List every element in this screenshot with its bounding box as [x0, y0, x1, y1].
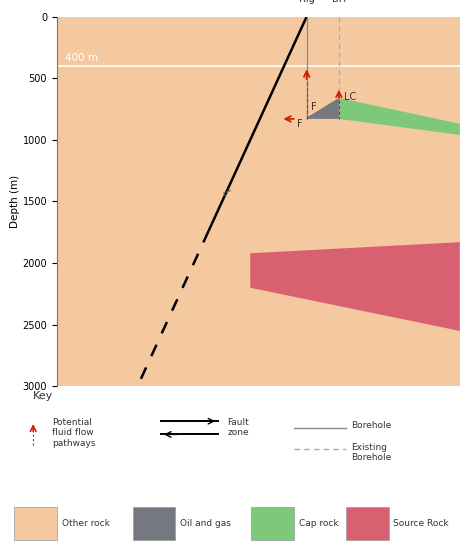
Bar: [251, 507, 294, 540]
Polygon shape: [339, 98, 460, 135]
Text: Other rock: Other rock: [62, 519, 109, 528]
Text: F: F: [311, 102, 316, 112]
Text: Source Rock: Source Rock: [393, 519, 449, 528]
Polygon shape: [307, 98, 339, 119]
Text: BH: BH: [332, 0, 346, 4]
Y-axis label: Depth (m): Depth (m): [9, 175, 19, 228]
Text: LC: LC: [344, 92, 356, 102]
Text: Rig: Rig: [299, 0, 315, 4]
Bar: [133, 507, 175, 540]
Text: Cap rock: Cap rock: [299, 519, 338, 528]
Text: Borehole: Borehole: [351, 421, 391, 430]
Text: Existing
Borehole: Existing Borehole: [351, 443, 391, 462]
Bar: [346, 507, 389, 540]
Bar: [14, 507, 57, 540]
Text: Fault
zone: Fault zone: [228, 418, 249, 437]
Text: Key: Key: [33, 391, 54, 401]
Text: Oil and gas: Oil and gas: [180, 519, 231, 528]
Text: 400 m: 400 m: [65, 54, 98, 63]
Text: L: L: [220, 188, 231, 197]
Text: F: F: [297, 119, 303, 129]
Polygon shape: [250, 242, 460, 331]
Text: Potential
fluid flow
pathways: Potential fluid flow pathways: [52, 418, 96, 448]
